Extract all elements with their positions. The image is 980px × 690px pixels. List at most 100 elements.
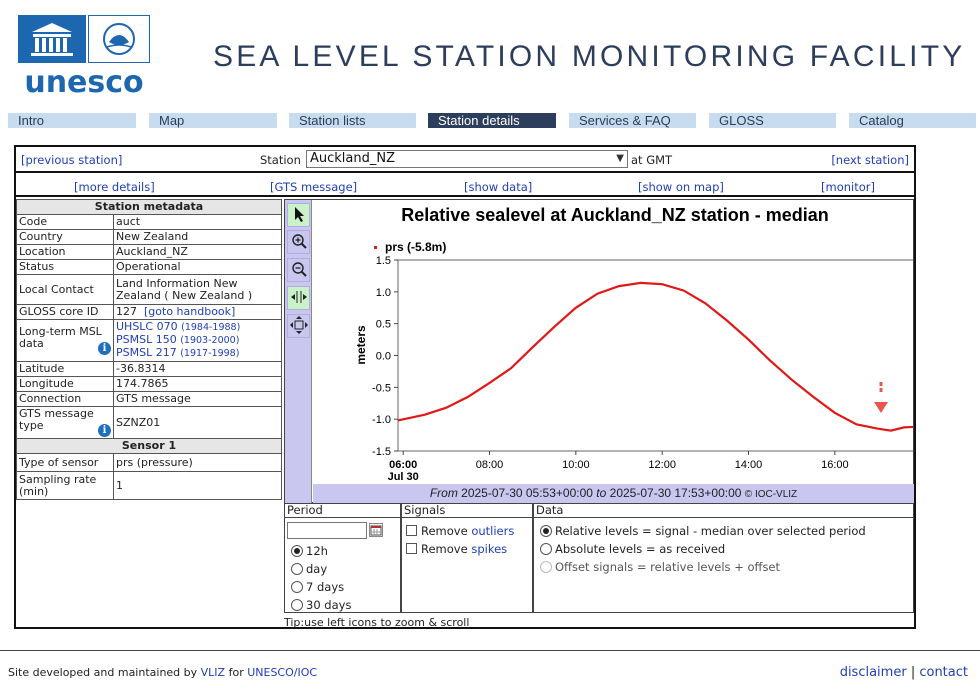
meta-key: GLOSS core ID [16,304,114,320]
tab-catalog[interactable]: Catalog [849,113,976,128]
msl-years: (1984-1988) [181,322,241,333]
show-on-map-link[interactable]: [show on map] [638,180,724,194]
info-icon[interactable]: i [98,424,111,437]
period-12h-radio[interactable]: 12h [291,544,328,558]
checkbox [406,543,417,554]
x-tick-label: 10:00 [562,459,590,471]
tab-gloss[interactable]: GLOSS [709,113,836,128]
vliz-link[interactable]: VLIZ [200,666,226,679]
footer-credit-text: Site developed and maintained by [8,666,198,679]
footer-links: disclaimer | contact [840,665,968,680]
chevron-down-icon: ▼ [616,153,624,164]
remove-label: Remove [421,524,468,538]
absolute-levels-radio[interactable]: Absolute levels = as received [540,542,725,556]
msl-source: UHSLC 070 [116,320,178,333]
meta-value: prs (pressure) [113,453,282,472]
y-tick-label: 0.5 [376,319,391,331]
move-icon[interactable] [287,314,310,338]
msl-link-psmsl-217[interactable]: PSMSL 217 (1917-1998) [116,346,239,360]
y-tick-label: -1.0 [372,414,391,426]
msl-label: Long-term MSL data [19,325,102,350]
footer-for-text: for [228,666,244,679]
tab-intro[interactable]: Intro [8,113,136,128]
meta-value: -36.8314 [113,361,282,377]
meta-value: 174.7865 [113,376,282,392]
outliers-link[interactable]: outliers [471,524,515,538]
relative-levels-radio[interactable]: Relative levels = signal - median over s… [540,524,866,538]
table-row: Sampling rate (min) 1 [16,471,282,500]
meta-value: 127 [goto handbook] [113,304,282,320]
station-links-bar: [more details] [GTS message] [show data]… [16,175,914,197]
tab-station-lists[interactable]: Station lists [289,113,416,128]
legend-marker [374,246,377,249]
msl-source: PSMSL 217 [116,346,177,359]
chart-time-range: From 2025-07-30 05:53+00:00 to 2025-07-3… [313,484,914,503]
gts-type-label: GTS message type [19,407,94,432]
contact-link[interactable]: contact [919,665,968,680]
unesco-logo[interactable]: unesco [18,15,150,99]
meta-key: Code [16,214,114,230]
zoom-out-icon[interactable] [287,258,310,282]
station-metadata-table: Station metadata Code auct Country New Zea… [16,199,282,500]
zoom-in-icon[interactable] [287,230,310,254]
remove-outliers-checkbox[interactable]: Remove outliers [406,524,514,538]
gmt-label: at GMT [631,153,673,167]
offset-signals-radio[interactable]: Offset signals = relative levels + offse… [540,560,780,574]
sensor-header: Sensor 1 [16,438,282,454]
period-option-label: 7 days [306,580,345,594]
unesco-ioc-link[interactable]: UNESCO/IOC [247,666,318,679]
table-row: Local Contact Land Information New Zealan… [16,274,282,305]
chart-credit: © IOC-VLIZ [744,489,798,500]
previous-station-link[interactable]: [previous station] [21,153,123,167]
data-section: Data Relative levels = signal - median o… [533,503,914,613]
x-tick-label: 16:00 [821,459,849,471]
spikes-link[interactable]: spikes [471,542,508,556]
period-7days-radio[interactable]: 7 days [291,580,344,594]
data-option-label: Absolute levels = as received [555,542,726,556]
table-row: GTS message type i SZNZ01 [16,406,282,439]
remove-spikes-checkbox[interactable]: Remove spikes [406,542,507,556]
period-30days-radio[interactable]: 30 days [291,598,351,612]
disclaimer-link[interactable]: disclaimer [839,665,907,680]
meta-key: Sampling rate (min) [16,471,114,500]
msl-link-psmsl-150[interactable]: PSMSL 150 (1903-2000) [116,333,239,347]
meta-key: Connection [16,391,114,407]
pan-horizontal-icon[interactable] [287,286,310,310]
tip-text: Tip:use left icons to zoom & scroll [284,616,469,629]
calendar-icon[interactable] [369,523,383,537]
tab-services-faq[interactable]: Services & FAQ [569,113,696,128]
goto-handbook-link[interactable]: [goto handbook] [144,305,236,318]
legend-label: prs (-5.8m) [385,240,446,254]
next-station-link[interactable]: [next station] [831,153,909,167]
tab-map[interactable]: Map [149,113,277,128]
more-details-link[interactable]: [more details] [74,180,155,194]
gloss-id: 127 [116,305,137,318]
tab-station-details[interactable]: Station details [428,113,556,128]
show-data-link[interactable]: [show data] [464,180,533,194]
pointer-icon[interactable] [287,203,310,227]
meta-key: Long-term MSL data i [16,319,114,362]
main-nav: Intro Map Station lists Station details … [8,113,976,128]
date-input[interactable] [287,522,367,539]
y-tick-label: 1.0 [376,287,391,299]
table-row: Type of sensor prs (pressure) [16,453,282,472]
info-icon[interactable]: i [98,342,111,355]
checkbox [406,525,417,536]
table-row: Code auct [16,214,282,230]
station-select[interactable]: Auckland_NZ ▼ [306,150,628,168]
chart-plot-area: Relative sealevel at Auckland_NZ station… [313,200,913,504]
data-option-label: Offset signals = relative levels + offse… [555,560,781,574]
radio [291,599,303,611]
meta-value: UHSLC 070 (1984-1988) PSMSL 150 (1903-20… [113,319,282,362]
site-title: SEA LEVEL STATION MONITORING FACILITY [213,40,966,73]
msl-link-uhslc[interactable]: UHSLC 070 (1984-1988) [116,320,241,334]
msl-source: PSMSL 150 [116,333,177,346]
monitor-link[interactable]: [monitor] [821,180,875,194]
gts-message-link[interactable]: [GTS message] [270,180,358,194]
meta-value: New Zealand [113,229,282,245]
meta-value: SZNZ01 [113,406,282,439]
period-day-radio[interactable]: day [291,562,327,576]
from-time: 2025-07-30 05:53+00:00 [461,486,593,500]
y-tick-label: -1.5 [372,446,391,458]
